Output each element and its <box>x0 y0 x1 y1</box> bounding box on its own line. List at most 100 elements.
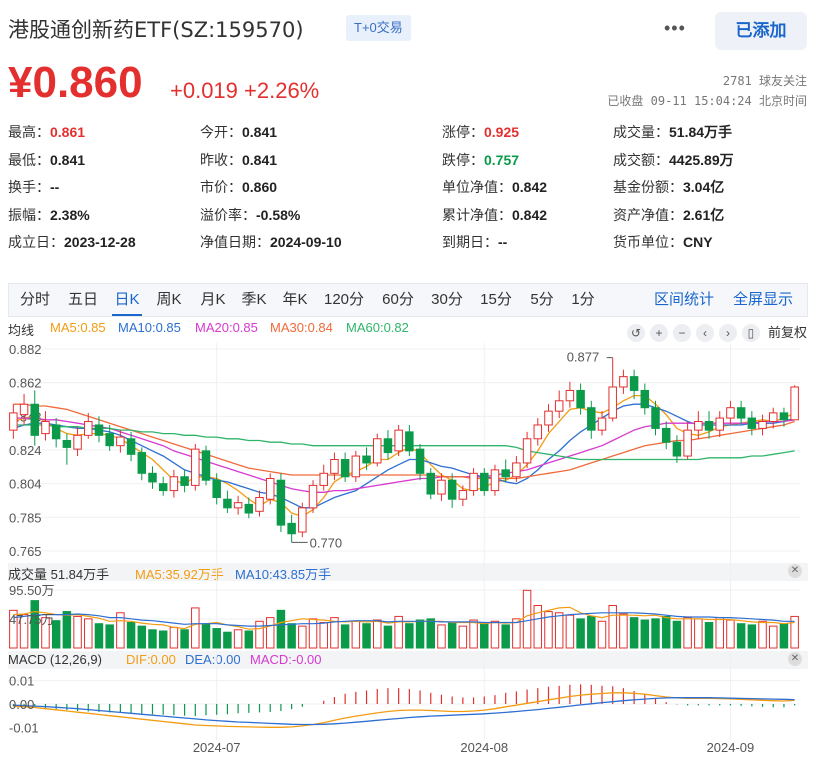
candle-body <box>116 436 125 447</box>
macd-value: MACD:-0.00 <box>250 652 322 667</box>
volume-bar <box>116 612 125 649</box>
ma-legend-item: MA10:0.85 <box>118 320 181 335</box>
tab-period[interactable]: 15分 <box>480 291 512 308</box>
volume-bar <box>587 615 596 649</box>
reset-icon[interactable]: ↺ <box>626 324 645 342</box>
add-watchlist-button[interactable]: 已添加 <box>715 12 807 50</box>
tab-period[interactable]: 120分 <box>323 291 365 308</box>
close-icon[interactable]: ✕ <box>788 652 802 666</box>
volume-bar <box>619 613 628 649</box>
price-tick-label: 0.824 <box>9 443 42 458</box>
volume-bar <box>319 621 328 649</box>
candle-body <box>597 417 607 431</box>
zoom-in-icon[interactable]: + <box>649 324 668 342</box>
volume-bar <box>351 620 361 649</box>
ma-legend: 均线 MA5:0.85 MA10:0.85 MA20:0.85 MA30:0.84 MA6… <box>8 320 808 340</box>
adjust-mode[interactable]: 前复权 <box>767 325 807 340</box>
candle-body <box>255 496 264 512</box>
tab-period[interactable]: 1分 <box>571 291 595 308</box>
stat-item: 换手：-- <box>8 177 59 197</box>
price-tick-label: 0.843 <box>9 409 42 424</box>
volume-bar <box>597 620 607 649</box>
candle-body <box>501 469 510 478</box>
followers-count[interactable]: 2781 球友关注 <box>722 74 807 88</box>
current-price: ¥0.860 <box>8 58 143 107</box>
tab-period[interactable]: 季K <box>241 291 267 308</box>
volume-bar <box>758 620 767 649</box>
macd-dif: DIF:0.00 <box>126 652 176 667</box>
stat-label: 最高： <box>8 124 50 140</box>
volume-bar <box>51 620 61 649</box>
ma-legend-item: MA5:0.85 <box>50 320 106 335</box>
stat-item: 涨停：0.925 <box>442 122 519 142</box>
stat-label: 成交额： <box>613 151 669 168</box>
volume-bar <box>372 619 382 649</box>
close-icon[interactable]: ✕ <box>788 564 802 578</box>
stat-value: -- <box>50 179 60 195</box>
volume-bar <box>126 621 136 649</box>
x-axis-label: 2024-09 <box>707 740 755 755</box>
candle-icon[interactable]: ▯ <box>741 324 760 342</box>
tab-period[interactable]: 日K <box>112 284 142 316</box>
tab-period[interactable]: 60分 <box>382 291 414 308</box>
price-tick-label: 0.804 <box>9 477 42 492</box>
low-annotation: 0.770 <box>310 535 343 550</box>
candle-body <box>158 483 168 492</box>
tab-period[interactable]: 年K <box>282 291 308 308</box>
candle-body <box>212 479 221 498</box>
period-tabs: 分时 五日 日K 周K 月K 季K 年K 120分 60分 30分 15分 5分 1分 区间统计 全屏显示 <box>8 283 808 317</box>
volume-bar <box>501 624 510 649</box>
stat-value: 2024-09-10 <box>270 234 342 250</box>
stat-value: 3.04亿 <box>683 179 725 195</box>
volume-bar <box>672 620 682 649</box>
macd-line-dea <box>13 697 795 726</box>
range-stats-button[interactable]: 区间统计 <box>654 291 715 308</box>
fullscreen-button[interactable]: 全屏显示 <box>733 291 794 308</box>
stat-value: 0.841 <box>50 151 86 168</box>
candle-body <box>672 441 682 457</box>
more-dots-icon[interactable]: ••• <box>664 18 686 38</box>
volume-bar <box>469 619 478 649</box>
candle-body <box>319 472 328 486</box>
candle-body <box>704 421 714 431</box>
tab-period[interactable]: 5分 <box>530 291 554 308</box>
prev-icon[interactable]: ‹ <box>695 324 714 342</box>
volume-bar <box>62 611 72 649</box>
tab-period[interactable]: 五日 <box>67 291 98 308</box>
tab-period[interactable]: 周K <box>156 291 182 308</box>
tab-period[interactable]: 30分 <box>431 291 463 308</box>
ma-line-ma5 <box>13 394 795 518</box>
candle-body <box>265 477 275 500</box>
candle-body <box>747 417 757 429</box>
ma-label: 均线 <box>8 323 35 338</box>
volume-bar <box>362 623 371 649</box>
volume-bar <box>480 623 489 649</box>
volume-bar <box>437 624 446 649</box>
candle-body <box>437 479 446 495</box>
next-icon[interactable]: › <box>718 324 737 342</box>
volume-bar <box>490 620 500 649</box>
volume-bar <box>415 619 425 649</box>
stat-item: 成交量：51.84万手 <box>613 122 732 142</box>
volume-bar <box>191 607 200 649</box>
candle-body <box>779 412 789 421</box>
candle-body <box>565 389 575 402</box>
candle-body <box>651 407 660 429</box>
tab-period[interactable]: 月K <box>200 291 226 308</box>
candle-body <box>661 427 671 443</box>
stat-value: 0.861 <box>50 124 86 140</box>
stat-value: 0.860 <box>242 179 278 195</box>
price-tick-label: 0.862 <box>9 376 42 391</box>
volume-bar <box>790 615 799 649</box>
volume-bar <box>565 614 575 649</box>
volume-bar <box>426 618 436 649</box>
candle-body <box>426 472 436 495</box>
volume-bar <box>747 624 757 649</box>
tab-period[interactable]: 分时 <box>19 291 50 308</box>
candle-body <box>233 502 243 509</box>
zoom-out-icon[interactable]: − <box>672 324 691 342</box>
stat-label: 成立日： <box>8 234 64 250</box>
volume-ma-line <box>13 606 795 630</box>
candle-body <box>447 479 457 500</box>
ma-legend-item: MA30:0.84 <box>270 320 333 335</box>
